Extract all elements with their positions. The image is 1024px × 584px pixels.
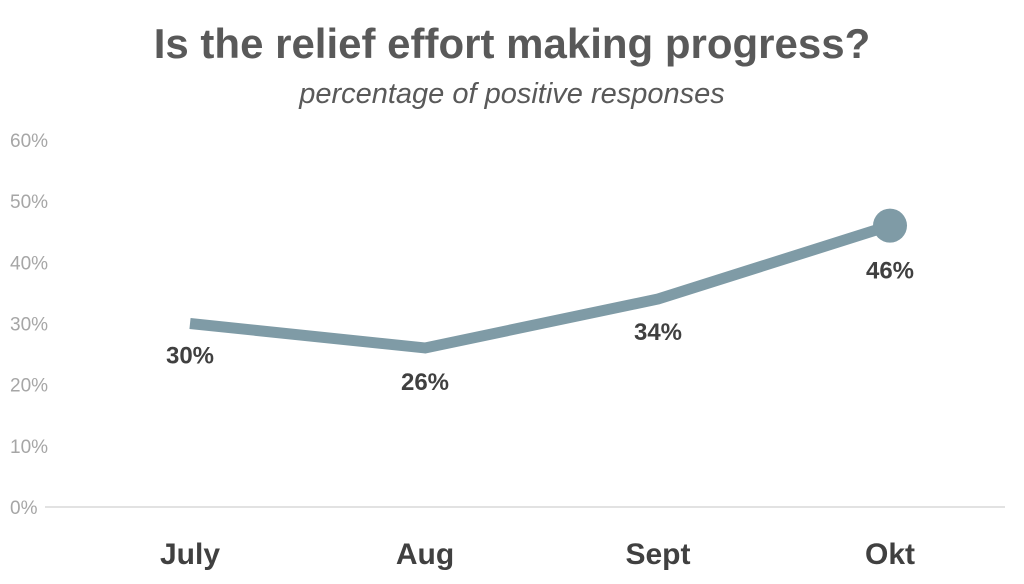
y-tick-label: 40% [10,253,48,274]
y-tick-label: 50% [10,192,48,213]
x-axis: July Aug Sept Okt [160,538,915,571]
y-tick-label: 10% [10,437,48,458]
y-tick-label: 20% [10,376,48,397]
data-label: 34% [634,319,682,346]
markers [873,208,907,243]
data-label: 46% [866,258,914,285]
chart-title: Is the relief effort making progress? [153,20,871,67]
data-label: 30% [166,343,214,370]
end-point-marker [873,208,907,243]
series-line [189,220,892,354]
y-axis: 0% 10% 20% 30% 40% 50% 60% [10,131,48,519]
x-tick-label: Sept [625,538,690,571]
y-tick-label: 0% [10,498,38,519]
chart-subtitle: percentage of positive responses [299,78,725,110]
y-tick-label: 30% [10,315,48,336]
data-labels: 30% 26% 34% 46% [166,258,914,396]
data-label: 26% [401,369,449,396]
x-tick-label: July [160,538,220,571]
x-tick-label: Okt [865,538,915,571]
x-tick-label: Aug [396,538,454,571]
y-tick-label: 60% [10,131,48,152]
